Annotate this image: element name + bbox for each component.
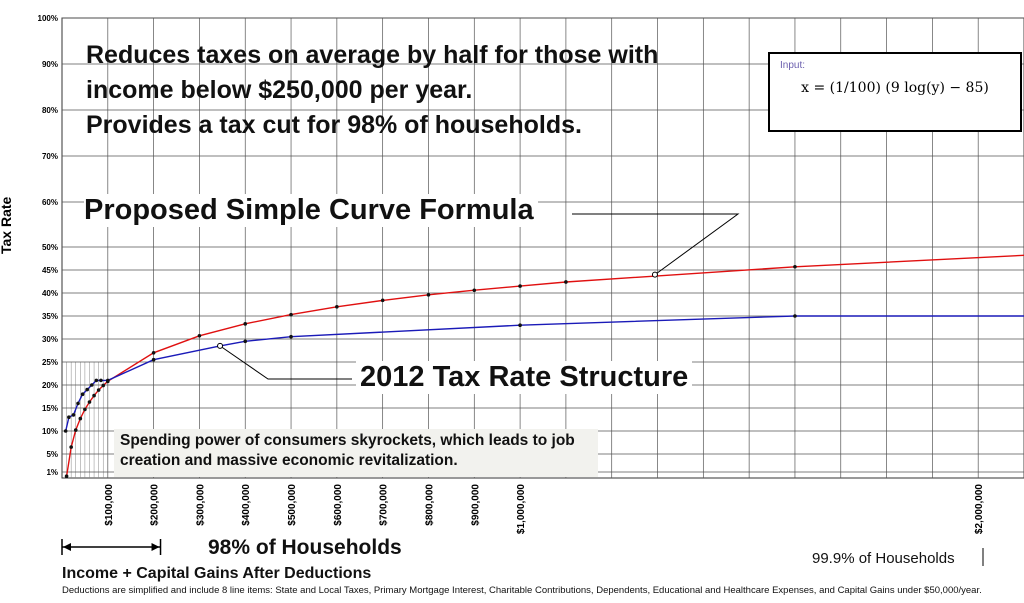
households-999-label: 99.9% of Households <box>812 550 955 567</box>
series-point <box>380 298 385 303</box>
y-tick-label: 20% <box>42 381 58 390</box>
x-tick-label: $1,000,000 <box>516 484 527 534</box>
series-point <box>243 339 248 344</box>
series-point <box>89 383 94 387</box>
series-point <box>78 416 83 421</box>
series-point <box>518 323 522 328</box>
series-point <box>92 393 96 398</box>
x-tick-label: $300,000 <box>195 484 206 526</box>
y-tick-label: 10% <box>42 427 58 436</box>
series-point <box>472 288 477 293</box>
series-point <box>71 413 76 417</box>
x-tick-label: $200,000 <box>150 484 161 526</box>
y-tick-label: 80% <box>42 106 58 115</box>
x-tick-label: $800,000 <box>424 484 435 526</box>
series-point <box>101 383 106 388</box>
x-tick-label: $600,000 <box>333 484 344 526</box>
y-tick-label: 5% <box>46 450 58 459</box>
series-point <box>151 357 156 362</box>
series-point <box>94 378 99 383</box>
series-point <box>83 407 87 412</box>
series-point <box>63 429 68 433</box>
formula-box: Input: x = (1/100) (9 log(y) − 85) <box>768 52 1022 132</box>
range-arrow-left <box>63 543 71 551</box>
series-point <box>335 305 339 309</box>
spending-power-note: Spending power of consumers skyrockets, … <box>114 429 598 477</box>
y-tick-label: 70% <box>42 152 58 161</box>
series-point <box>64 474 69 479</box>
proposed-leader-dot <box>651 271 658 278</box>
structure-2012-leader-dot <box>217 342 224 349</box>
x-axis-title: Income + Capital Gains After Deductions <box>62 565 372 582</box>
y-tick-label: 90% <box>42 60 58 69</box>
households-98-label: 98% of Households <box>208 536 402 559</box>
x-tick-label: $900,000 <box>470 484 481 526</box>
formula-input-label: Input: <box>780 60 806 71</box>
structure-2012-label: 2012 Tax Rate Structure <box>356 361 693 394</box>
y-tick-label: 60% <box>42 198 58 207</box>
formula-expression: x = (1/100) (9 log(y) − 85) <box>801 80 989 96</box>
x-tick-label: $100,000 <box>104 484 115 526</box>
y-tick-label: 35% <box>42 312 58 321</box>
series-line-0 <box>65 254 1024 477</box>
x-tick-label: $2,000,000 <box>974 484 985 534</box>
series-point <box>80 392 85 397</box>
series-point <box>243 322 248 326</box>
y-tick-label: 45% <box>42 266 58 275</box>
x-tick-label: $400,000 <box>241 484 252 526</box>
series-point <box>197 333 202 338</box>
series-point <box>289 312 293 317</box>
y-tick-label: 50% <box>42 243 58 252</box>
headline-line-2: income below $250,000 per year. <box>86 76 473 104</box>
headline-line-3: Provides a tax cut for 98% of households… <box>86 111 582 139</box>
structure-2012-leader <box>219 345 352 380</box>
series-point <box>76 401 80 406</box>
series-point <box>67 415 71 420</box>
series-point <box>85 387 89 392</box>
y-tick-labels: 1% 5% 10% 15% 20% 25% 30% 35% 40% 45% 50% 60% 70% 80%… <box>38 14 58 477</box>
proposed-curve-label: Proposed Simple Curve Formula <box>84 194 538 227</box>
y-tick-label: 100% <box>38 14 58 23</box>
y-tick-label: 1% <box>46 468 58 477</box>
x-tick-label: $700,000 <box>379 484 390 526</box>
series-point <box>518 284 522 288</box>
series-point <box>289 334 293 339</box>
series-point <box>99 378 103 383</box>
series-point <box>426 293 431 297</box>
series-point <box>87 400 92 404</box>
deductions-footnote: Deductions are simplified and include 8 … <box>62 585 982 596</box>
series-point <box>69 445 73 449</box>
series-point <box>106 378 110 383</box>
y-tick-label: 40% <box>42 289 58 298</box>
series-point <box>564 280 568 284</box>
y-tick-label: 15% <box>42 404 58 413</box>
series-point <box>793 314 797 318</box>
y-axis-title: Tax Rate <box>0 196 14 254</box>
proposed-leader <box>572 213 740 276</box>
x-tick-labels: $100,000 $200,000 $300,000 $400,000 $500,000… <box>104 484 985 534</box>
x-tick-label: $500,000 <box>287 484 298 526</box>
y-tick-label: 25% <box>42 358 58 367</box>
series-point <box>793 264 797 269</box>
series-layer <box>63 254 1024 479</box>
y-tick-label: 30% <box>42 335 58 344</box>
series-point <box>96 388 101 392</box>
leader-lines <box>61 213 984 566</box>
headline-line-1: Reduces taxes on average by half for tho… <box>86 41 659 69</box>
series-point <box>73 428 78 432</box>
headline-text: Reduces taxes on average by half for tho… <box>86 38 658 143</box>
series-point <box>151 351 156 355</box>
range-arrow-right <box>151 543 160 551</box>
